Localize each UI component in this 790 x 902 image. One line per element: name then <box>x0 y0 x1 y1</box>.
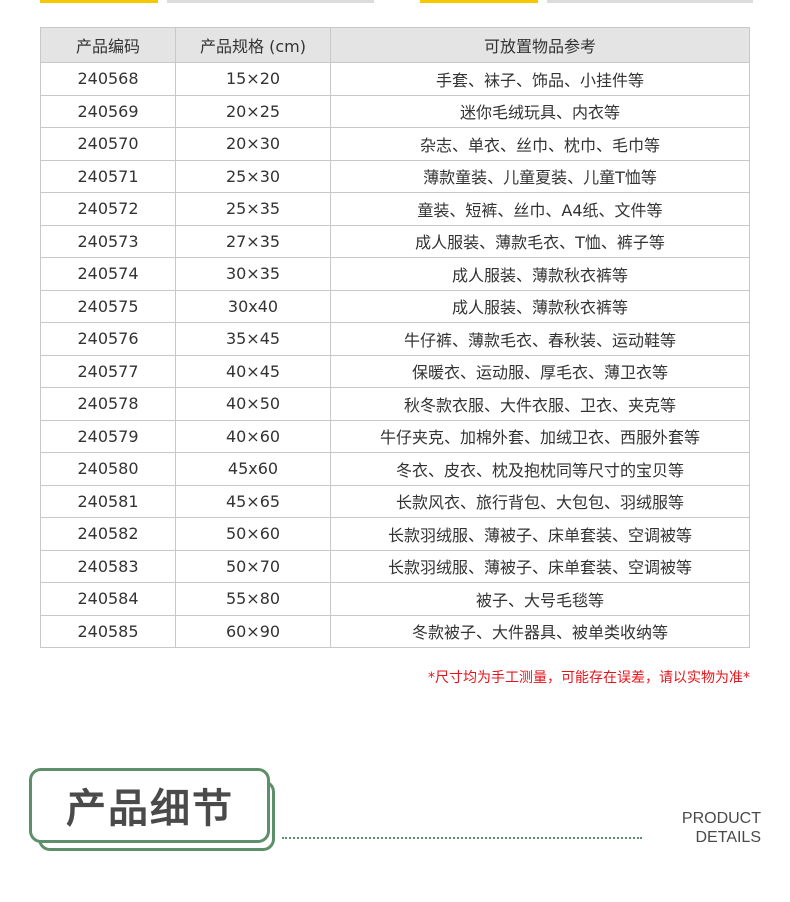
cell-code: 240571 <box>40 159 176 193</box>
cell-items: 长款风衣、旅行背包、大包包、羽绒服等 <box>330 484 750 518</box>
section-subtitle: PRODUCT DETAILS <box>682 809 761 847</box>
table-row: 240568 15×20 手套、袜子、饰品、小挂件等 <box>40 62 750 96</box>
cell-items: 被子、大号毛毯等 <box>330 582 750 616</box>
table-row: 240575 30x40 成人服装、薄款秋衣裤等 <box>40 289 750 323</box>
title-frame <box>29 768 270 843</box>
cell-size: 27×35 <box>175 224 331 258</box>
accent-bar <box>420 0 538 3</box>
cell-items: 长款羽绒服、薄被子、床单套装、空调被等 <box>330 549 750 583</box>
accent-bar <box>40 0 158 3</box>
cell-size: 40×45 <box>175 354 331 388</box>
cell-code: 240569 <box>40 94 176 128</box>
cell-items: 成人服装、薄款秋衣裤等 <box>330 289 750 323</box>
cell-code: 240572 <box>40 192 176 226</box>
header-code: 产品编码 <box>40 27 176 63</box>
cell-code: 240581 <box>40 484 176 518</box>
cell-items: 冬衣、皮衣、枕及抱枕同等尺寸的宝贝等 <box>330 452 750 486</box>
cell-items: 童装、短裤、丝巾、A4纸、文件等 <box>330 192 750 226</box>
table-row: 240573 27×35 成人服装、薄款毛衣、T恤、裤子等 <box>40 224 750 258</box>
table-row: 240574 30×35 成人服装、薄款秋衣裤等 <box>40 257 750 291</box>
cell-size: 30×35 <box>175 257 331 291</box>
cell-items: 杂志、单衣、丝巾、枕巾、毛巾等 <box>330 127 750 161</box>
table-row: 240576 35×45 牛仔裤、薄款毛衣、春秋装、运动鞋等 <box>40 322 750 356</box>
table-row: 240572 25×35 童装、短裤、丝巾、A4纸、文件等 <box>40 192 750 226</box>
cell-items: 牛仔夹克、加棉外套、加绒卫衣、西服外套等 <box>330 419 750 453</box>
cell-size: 30x40 <box>175 289 331 323</box>
table-row: 240584 55×80 被子、大号毛毯等 <box>40 582 750 616</box>
table-row: 240583 50×70 长款羽绒服、薄被子、床单套装、空调被等 <box>40 549 750 583</box>
cell-items: 保暖衣、运动服、厚毛衣、薄卫衣等 <box>330 354 750 388</box>
dotted-divider <box>282 837 642 839</box>
cell-code: 240575 <box>40 289 176 323</box>
size-table: 产品编码 产品规格 (cm) 可放置物品参考 240568 15×20 手套、袜子、… <box>40 27 750 648</box>
cell-items: 成人服装、薄款秋衣裤等 <box>330 257 750 291</box>
cell-code: 240568 <box>40 62 176 96</box>
divider-bar <box>167 0 374 3</box>
cell-code: 240585 <box>40 614 176 648</box>
header-size: 产品规格 (cm) <box>175 27 331 63</box>
header-items: 可放置物品参考 <box>330 27 750 63</box>
cell-size: 35×45 <box>175 322 331 356</box>
cell-items: 迷你毛绒玩具、内衣等 <box>330 94 750 128</box>
cell-size: 25×30 <box>175 159 331 193</box>
cell-size: 50×60 <box>175 517 331 551</box>
cell-code: 240577 <box>40 354 176 388</box>
subtitle-line-2: DETAILS <box>695 829 762 846</box>
cell-code: 240578 <box>40 387 176 421</box>
cell-items: 秋冬款衣服、大件衣服、卫衣、夹克等 <box>330 387 750 421</box>
measurement-note: *尺寸均为手工测量，可能存在误差，请以实物为准* <box>428 670 750 686</box>
cell-size: 20×30 <box>175 127 331 161</box>
cell-items: 冬款被子、大件器具、被单类收纳等 <box>330 614 750 648</box>
cell-items: 成人服装、薄款毛衣、T恤、裤子等 <box>330 224 750 258</box>
table-row: 240577 40×45 保暖衣、运动服、厚毛衣、薄卫衣等 <box>40 354 750 388</box>
divider-bar <box>547 0 753 3</box>
cell-size: 40×60 <box>175 419 331 453</box>
cell-code: 240579 <box>40 419 176 453</box>
cell-size: 60×90 <box>175 614 331 648</box>
cell-items: 牛仔裤、薄款毛衣、春秋装、运动鞋等 <box>330 322 750 356</box>
cell-size: 45×65 <box>175 484 331 518</box>
cell-items: 薄款童装、儿童夏装、儿童T恤等 <box>330 159 750 193</box>
cell-size: 50×70 <box>175 549 331 583</box>
cell-size: 55×80 <box>175 582 331 616</box>
cell-size: 45x60 <box>175 452 331 486</box>
cell-code: 240574 <box>40 257 176 291</box>
table-row: 240570 20×30 杂志、单衣、丝巾、枕巾、毛巾等 <box>40 127 750 161</box>
table-row: 240569 20×25 迷你毛绒玩具、内衣等 <box>40 94 750 128</box>
table-row: 240578 40×50 秋冬款衣服、大件衣服、卫衣、夹克等 <box>40 387 750 421</box>
table-row: 240582 50×60 长款羽绒服、薄被子、床单套装、空调被等 <box>40 517 750 551</box>
cell-code: 240582 <box>40 517 176 551</box>
cell-size: 15×20 <box>175 62 331 96</box>
cell-size: 25×35 <box>175 192 331 226</box>
table-row: 240581 45×65 长款风衣、旅行背包、大包包、羽绒服等 <box>40 484 750 518</box>
subtitle-line-1: PRODUCT <box>681 810 761 827</box>
cell-code: 240570 <box>40 127 176 161</box>
cell-code: 240583 <box>40 549 176 583</box>
table-row: 240579 40×60 牛仔夹克、加棉外套、加绒卫衣、西服外套等 <box>40 419 750 453</box>
cell-size: 20×25 <box>175 94 331 128</box>
table-row: 240580 45x60 冬衣、皮衣、枕及抱枕同等尺寸的宝贝等 <box>40 452 750 486</box>
table-row: 240585 60×90 冬款被子、大件器具、被单类收纳等 <box>40 614 750 648</box>
cell-size: 40×50 <box>175 387 331 421</box>
section-title: 产品细节 <box>66 786 234 832</box>
cell-items: 手套、袜子、饰品、小挂件等 <box>330 62 750 96</box>
table-header: 产品编码 产品规格 (cm) 可放置物品参考 <box>40 27 750 63</box>
cell-code: 240580 <box>40 452 176 486</box>
cell-code: 240576 <box>40 322 176 356</box>
cell-items: 长款羽绒服、薄被子、床单套装、空调被等 <box>330 517 750 551</box>
cell-code: 240584 <box>40 582 176 616</box>
cell-code: 240573 <box>40 224 176 258</box>
table-row: 240571 25×30 薄款童装、儿童夏装、儿童T恤等 <box>40 159 750 193</box>
